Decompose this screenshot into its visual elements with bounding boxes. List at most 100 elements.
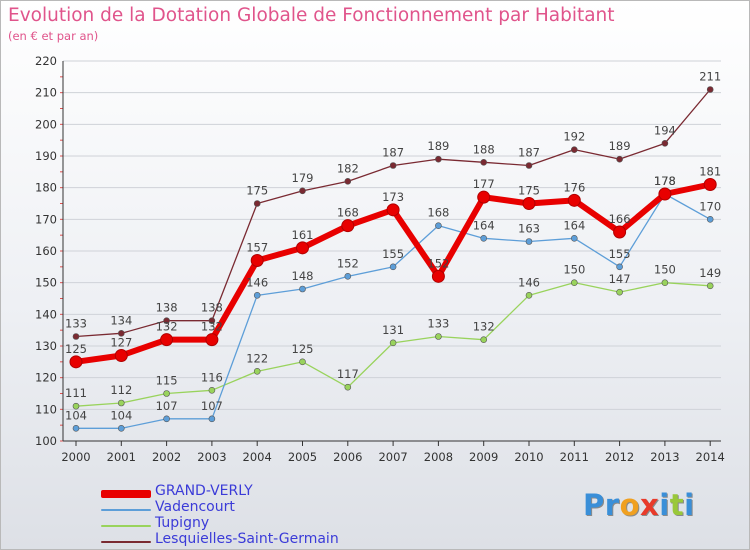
legend-label: Lesquielles-Saint-Germain — [155, 531, 339, 547]
proxiti-logo: Proxiti — [583, 488, 695, 522]
data-point — [389, 339, 397, 347]
data-point — [299, 285, 306, 293]
data-point — [253, 200, 261, 207]
logo-letter: i — [684, 488, 695, 522]
x-tick-label: 2010 — [514, 450, 543, 464]
data-label: 170 — [699, 199, 721, 213]
data-label: 178 — [654, 174, 676, 188]
data-label: 132 — [156, 320, 178, 334]
data-point — [613, 225, 627, 239]
data-point — [296, 241, 309, 255]
legend-swatch — [101, 490, 151, 498]
data-point — [160, 333, 174, 347]
legend-label: GRAND-VERLY — [155, 483, 253, 499]
data-point — [389, 162, 397, 169]
data-label: 147 — [609, 272, 631, 286]
x-tick-label: 2013 — [650, 450, 679, 464]
data-label: 134 — [110, 313, 132, 327]
data-point — [567, 193, 581, 207]
legend-swatch — [101, 525, 151, 527]
data-point — [525, 162, 533, 169]
x-tick-label: 2000 — [61, 450, 90, 464]
data-label: 111 — [65, 386, 87, 400]
data-point — [525, 292, 533, 299]
data-label: 155 — [382, 247, 404, 261]
legend-swatch — [101, 541, 151, 543]
data-label: 146 — [246, 275, 268, 289]
data-label: 173 — [382, 190, 404, 204]
data-point — [118, 425, 125, 432]
data-point — [706, 216, 714, 223]
data-point — [72, 333, 80, 340]
x-tick-label: 2001 — [107, 450, 136, 464]
data-point — [163, 415, 170, 423]
data-label: 125 — [65, 342, 87, 356]
data-point — [706, 282, 714, 290]
data-label: 188 — [473, 142, 495, 156]
data-point — [389, 263, 397, 271]
data-label: 178 — [654, 174, 676, 188]
data-label: 187 — [518, 146, 540, 160]
data-label: 104 — [65, 408, 87, 422]
data-point — [163, 317, 170, 324]
data-point — [477, 190, 491, 204]
data-label: 164 — [473, 218, 495, 232]
data-label: 187 — [382, 146, 404, 160]
x-tick-label: 2003 — [197, 450, 226, 464]
x-tick-label: 2006 — [333, 450, 362, 464]
data-label: 107 — [201, 399, 223, 413]
x-tick-label: 2004 — [243, 450, 272, 464]
y-tick-label: 170 — [35, 212, 57, 226]
x-tick-label: 2005 — [288, 450, 317, 464]
data-point — [299, 187, 306, 195]
data-label: 166 — [609, 212, 631, 226]
data-label: 132 — [201, 320, 223, 334]
data-label: 150 — [563, 263, 585, 277]
x-tick-label: 2007 — [378, 450, 407, 464]
data-point — [69, 355, 83, 369]
data-label: 122 — [246, 351, 268, 365]
data-point — [658, 187, 672, 201]
legend-item: Vadencourt — [101, 499, 501, 518]
y-tick-label: 180 — [35, 181, 57, 195]
data-label: 176 — [563, 180, 585, 194]
data-point — [661, 140, 669, 147]
y-tick-label: 100 — [35, 434, 57, 448]
data-point — [208, 317, 216, 324]
data-label: 107 — [156, 399, 178, 413]
data-point — [525, 238, 533, 245]
legend-item: Lesquielles-Saint-Germain — [101, 531, 501, 549]
y-tick-label: 200 — [35, 117, 57, 131]
y-tick-label: 130 — [35, 339, 57, 353]
data-point — [570, 279, 578, 286]
data-label: 112 — [110, 383, 132, 397]
y-tick-label: 120 — [35, 371, 57, 385]
data-point — [522, 197, 536, 210]
data-point — [208, 415, 216, 423]
data-point — [703, 178, 717, 191]
data-point — [616, 263, 623, 271]
data-label: 138 — [156, 301, 178, 315]
data-label: 132 — [473, 320, 495, 334]
data-label: 163 — [518, 222, 540, 236]
data-label: 189 — [609, 139, 631, 153]
data-label: 157 — [246, 241, 268, 255]
data-label: 168 — [427, 206, 449, 220]
logo-letter: r — [604, 488, 620, 522]
data-label: 117 — [337, 367, 359, 381]
data-label: 192 — [563, 130, 585, 144]
data-label: 148 — [292, 269, 314, 283]
data-point — [480, 336, 488, 343]
data-point — [114, 349, 128, 362]
logo-letter: i — [659, 488, 670, 522]
data-point — [118, 399, 125, 407]
data-label: 194 — [654, 123, 676, 137]
data-label: 150 — [654, 263, 676, 277]
data-label: 115 — [156, 374, 178, 388]
data-label: 211 — [699, 70, 721, 84]
y-tick-label: 110 — [35, 402, 57, 416]
data-label: 182 — [337, 161, 359, 175]
data-point — [570, 146, 578, 153]
legend-label: Vadencourt — [155, 499, 235, 515]
